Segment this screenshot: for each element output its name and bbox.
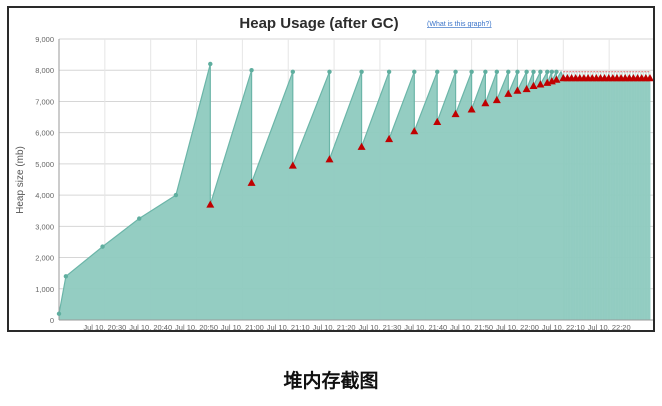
x-tick-label: Jul 10, 22:10 xyxy=(542,323,585,330)
y-tick-label: 7,000 xyxy=(35,97,54,106)
gc-marker xyxy=(467,105,476,113)
x-tick-label: Jul 10, 22:00 xyxy=(496,323,539,330)
chart-title: Heap Usage (after GC) xyxy=(239,15,398,32)
gc-marker xyxy=(481,99,490,107)
heap-peak-point xyxy=(538,69,543,74)
gc-marker xyxy=(433,117,442,125)
heap-peak-point xyxy=(100,244,105,249)
gc-marker xyxy=(513,86,522,94)
x-tick-label: Jul 10, 20:40 xyxy=(129,323,172,330)
y-tick-label: 6,000 xyxy=(35,129,54,138)
heap-peak-point xyxy=(531,69,536,74)
heap-peak-point xyxy=(63,274,69,279)
y-tick-label: 8,000 xyxy=(35,66,54,75)
x-tick-label: Jul 10, 21:20 xyxy=(313,323,356,330)
gc-marker xyxy=(492,95,501,104)
tick-labels: 0 1,000 2,000 3,000 4,000 5,000 6,000 7,000 8,00… xyxy=(35,35,630,330)
y-tick-label: 3,000 xyxy=(35,222,54,231)
heap-peak-point xyxy=(524,69,529,74)
gc-marker xyxy=(504,89,513,97)
gc-marker xyxy=(451,109,460,118)
heap-peak-point xyxy=(506,69,511,74)
gc-marker xyxy=(410,127,419,135)
heap-peak-point xyxy=(435,69,440,74)
x-tick-label: Jul 10, 21:30 xyxy=(358,323,401,330)
gc-marker xyxy=(385,134,394,143)
x-tick-label: Jul 10, 22:20 xyxy=(588,323,631,330)
gc-marker xyxy=(552,75,561,83)
x-tick-label: Jul 10, 20:50 xyxy=(175,323,218,330)
gc-marker xyxy=(536,80,545,88)
gc-marker xyxy=(206,200,215,208)
heap-area-fill xyxy=(59,64,651,320)
heap-peak-point xyxy=(208,61,213,67)
y-tick-label: 5,000 xyxy=(35,160,54,169)
heap-area xyxy=(58,63,651,320)
y-tick-label: 9,000 xyxy=(35,35,54,44)
heap-peak-point xyxy=(515,69,520,74)
gc-marker xyxy=(247,178,256,186)
heap-peak-point xyxy=(386,69,392,74)
heap-peak-point xyxy=(554,69,559,74)
heap-peak-point xyxy=(453,69,458,74)
x-tick-label: Jul 10, 20:30 xyxy=(83,323,126,330)
heap-peak-point xyxy=(173,192,179,198)
heap-peak-point xyxy=(290,69,296,74)
heap-peak-point xyxy=(359,69,364,74)
y-tick-label: 2,000 xyxy=(35,254,54,263)
x-tick-label: Jul 10, 21:50 xyxy=(450,323,493,330)
heap-peak-point xyxy=(412,69,417,74)
page-caption: 堆内存截图 xyxy=(283,370,379,392)
x-tick-label: Jul 10, 21:40 xyxy=(404,323,447,330)
y-tick-label: 0 xyxy=(50,316,54,325)
gc-marker xyxy=(325,155,334,163)
heap-peak-point xyxy=(494,69,500,74)
x-tick-label: Jul 10, 21:10 xyxy=(267,323,310,330)
heap-usage-chart: 0 1,000 2,000 3,000 4,000 5,000 6,000 7,000 8,00… xyxy=(15,15,653,330)
y-axis-label: Heap size (mb) xyxy=(15,146,26,214)
heap-peak-point xyxy=(137,216,142,221)
heap-peak-point xyxy=(545,69,550,74)
what-is-this-graph-link[interactable]: (What is this graph?) xyxy=(427,21,492,28)
heap-peak-point xyxy=(249,68,254,73)
y-tick-label: 1,000 xyxy=(35,285,54,294)
y-tick-label: 4,000 xyxy=(35,191,54,200)
chart-frame: 0 1,000 2,000 3,000 4,000 5,000 6,000 7,000 8,00… xyxy=(7,6,655,332)
gc-marker xyxy=(288,161,297,169)
axes xyxy=(58,39,653,321)
heap-peak-point xyxy=(483,69,488,74)
x-tick-label: Jul 10, 21:00 xyxy=(221,323,264,330)
gc-marker xyxy=(645,74,653,82)
gc-marker xyxy=(357,142,366,150)
heap-peak-point xyxy=(469,69,474,74)
gc-marker xyxy=(522,84,531,93)
heap-peak-point xyxy=(549,69,555,74)
gc-marker xyxy=(529,81,538,90)
heap-peak-point xyxy=(56,311,62,316)
heap-peak-point xyxy=(327,69,332,74)
gc-markers xyxy=(56,61,653,316)
